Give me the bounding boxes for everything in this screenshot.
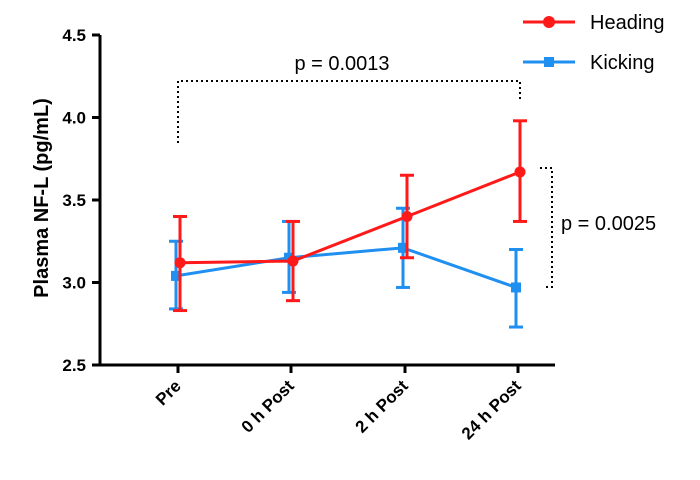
series-heading — [173, 119, 527, 313]
series-line — [175, 246, 517, 289]
legend: Heading Kicking — [523, 12, 665, 74]
side-p-value: p = 0.0025 — [561, 213, 656, 235]
series-layer — [169, 119, 527, 329]
top-significance-bracket — [177, 80, 521, 143]
legend-item-heading: Heading — [523, 12, 665, 34]
series-line — [179, 170, 521, 265]
legend-marker — [543, 16, 555, 28]
legend-marker — [544, 57, 554, 67]
y-tick-label: 3.0 — [62, 274, 86, 293]
data-point — [398, 242, 408, 253]
x-tick-label: 24 h Post — [458, 376, 525, 443]
y-tick-label: 2.5 — [62, 356, 86, 375]
data-point — [514, 166, 526, 178]
x-tick-label: Pre — [152, 376, 185, 409]
data-point — [401, 211, 413, 222]
annotations: p = 0.0013 p = 0.0025 — [177, 53, 656, 288]
y-axis-label: Plasma NF-L (pg/mL) — [31, 98, 53, 298]
legend-label: Heading — [590, 12, 665, 34]
top-p-value: p = 0.0013 — [294, 53, 389, 75]
legend-label: Kicking — [590, 52, 654, 74]
data-point — [287, 255, 299, 267]
legend-item-kicking: Kicking — [523, 52, 654, 74]
x-tick-label: 0 h Post — [238, 376, 298, 436]
data-point — [511, 282, 521, 293]
y-tick-label: 3.5 — [62, 191, 86, 210]
y-tick-label: 4.0 — [62, 109, 86, 128]
series-kicking — [169, 206, 523, 329]
data-point — [171, 270, 181, 281]
data-point — [174, 257, 186, 269]
axes — [98, 35, 555, 367]
y-tick-label: 4.5 — [62, 26, 86, 45]
x-tick-label: 2 h Post — [352, 376, 412, 436]
side-significance-bracket — [540, 167, 553, 288]
